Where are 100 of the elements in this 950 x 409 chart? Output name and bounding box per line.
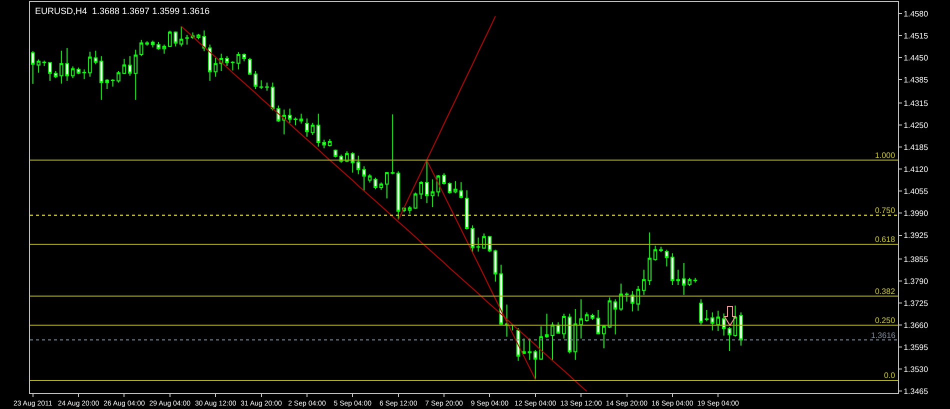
y-tick-label: 1.3530 [904,364,929,374]
candlestick [504,304,509,338]
candlestick [116,70,120,84]
candlestick [150,40,155,48]
candlestick [48,62,52,82]
candlestick [76,67,80,75]
candlestick [225,56,229,66]
candlestick [396,170,400,220]
candlestick [242,52,246,62]
candlestick [448,182,452,194]
candlestick [305,118,309,138]
candlestick [179,26,184,47]
ref-line-label: 1.3616 [871,331,896,340]
candlestick [185,34,189,46]
candlestick [368,174,372,183]
candlestick [562,313,566,339]
candlestick [636,286,640,312]
y-tick-label: 1.3660 [904,320,929,330]
candlestick [568,313,572,354]
y-tick-label: 1.4385 [904,75,929,84]
y-tick-label: 1.4055 [904,187,929,196]
y-tick-label: 1.4315 [904,99,929,108]
candlestick [659,246,663,253]
candlestick [722,312,726,336]
text: EURUSD,H4 1.3688 1.3697 1.3599 1.3616 [35,6,210,16]
y-tick-label: 1.3925 [904,231,929,240]
annotation: 0.750 [875,206,896,215]
candlestick [670,252,674,286]
candlestick [733,305,738,338]
candlestick [156,41,160,50]
candlestick [528,338,532,360]
candlestick [676,269,680,286]
y-tick-label: 1.3725 [904,298,929,308]
candlestick [664,249,669,267]
candlestick [259,80,264,90]
candlestick [476,237,480,252]
candlestick [82,68,86,80]
candlestick [202,30,206,52]
candlestick [310,122,315,136]
candlestick [110,78,115,88]
candlestick [134,49,138,100]
y-tick-label: 1.4580 [904,9,929,18]
candlestick [653,245,658,262]
candlestick [328,138,332,148]
candlestick [299,113,304,124]
y-tick-label: 1.3990 [904,209,929,218]
candlestick [270,82,275,111]
candlestick [42,60,46,66]
candlestick [94,50,98,65]
candlestick [739,312,743,346]
candlestick [122,58,126,75]
candlestick [70,66,75,79]
candlestick [419,180,424,200]
candlestick [454,180,458,194]
y-tick-label: 1.4120 [904,165,929,174]
candlestick [374,177,378,190]
candlestick [590,313,594,320]
candlestick [236,52,240,70]
annotation: 0.250 [875,316,896,325]
candlestick [704,310,709,322]
y-tick-label: 1.4515 [904,31,929,40]
candlestick [728,326,732,352]
candlestick [550,322,554,360]
y-tick-label: 1.4185 [904,143,929,152]
candlestick [613,298,618,335]
annotation: 1.000 [875,151,896,160]
candlestick [584,312,589,322]
y-tick-label: 1.4450 [904,53,929,62]
candlestick [230,60,235,71]
candlestick [265,82,269,92]
candlestick [128,56,132,76]
y-tick-label: 1.3465 [904,386,929,396]
y-tick-label: 1.4250 [904,121,929,130]
candlestick [162,44,166,54]
candlestick [699,298,703,326]
annotation: 0.0 [884,371,896,380]
y-tick-label: 1.3855 [904,254,929,264]
candlestick [350,152,355,174]
candlestick [334,149,338,158]
candlestick [196,33,200,40]
candlestick [693,277,698,284]
y-tick-label: 1.3790 [904,276,929,286]
candlestick [294,116,298,126]
candlestick [414,192,418,210]
candlestick [442,172,446,185]
candlestick [630,290,634,312]
candlestick [544,313,549,338]
candlestick [522,338,526,355]
candlestick [624,292,629,302]
candlestick [596,310,600,335]
candlestick [619,283,623,312]
candlestick [288,108,292,124]
candlestick [408,206,412,214]
annotation: 0.382 [875,287,896,296]
y-tick-label: 1.3595 [904,342,929,352]
candlestick [88,51,92,78]
candlestick [379,182,384,190]
annotation: 0.618 [875,235,896,244]
candlestick [459,182,464,199]
candlestick [54,70,58,79]
